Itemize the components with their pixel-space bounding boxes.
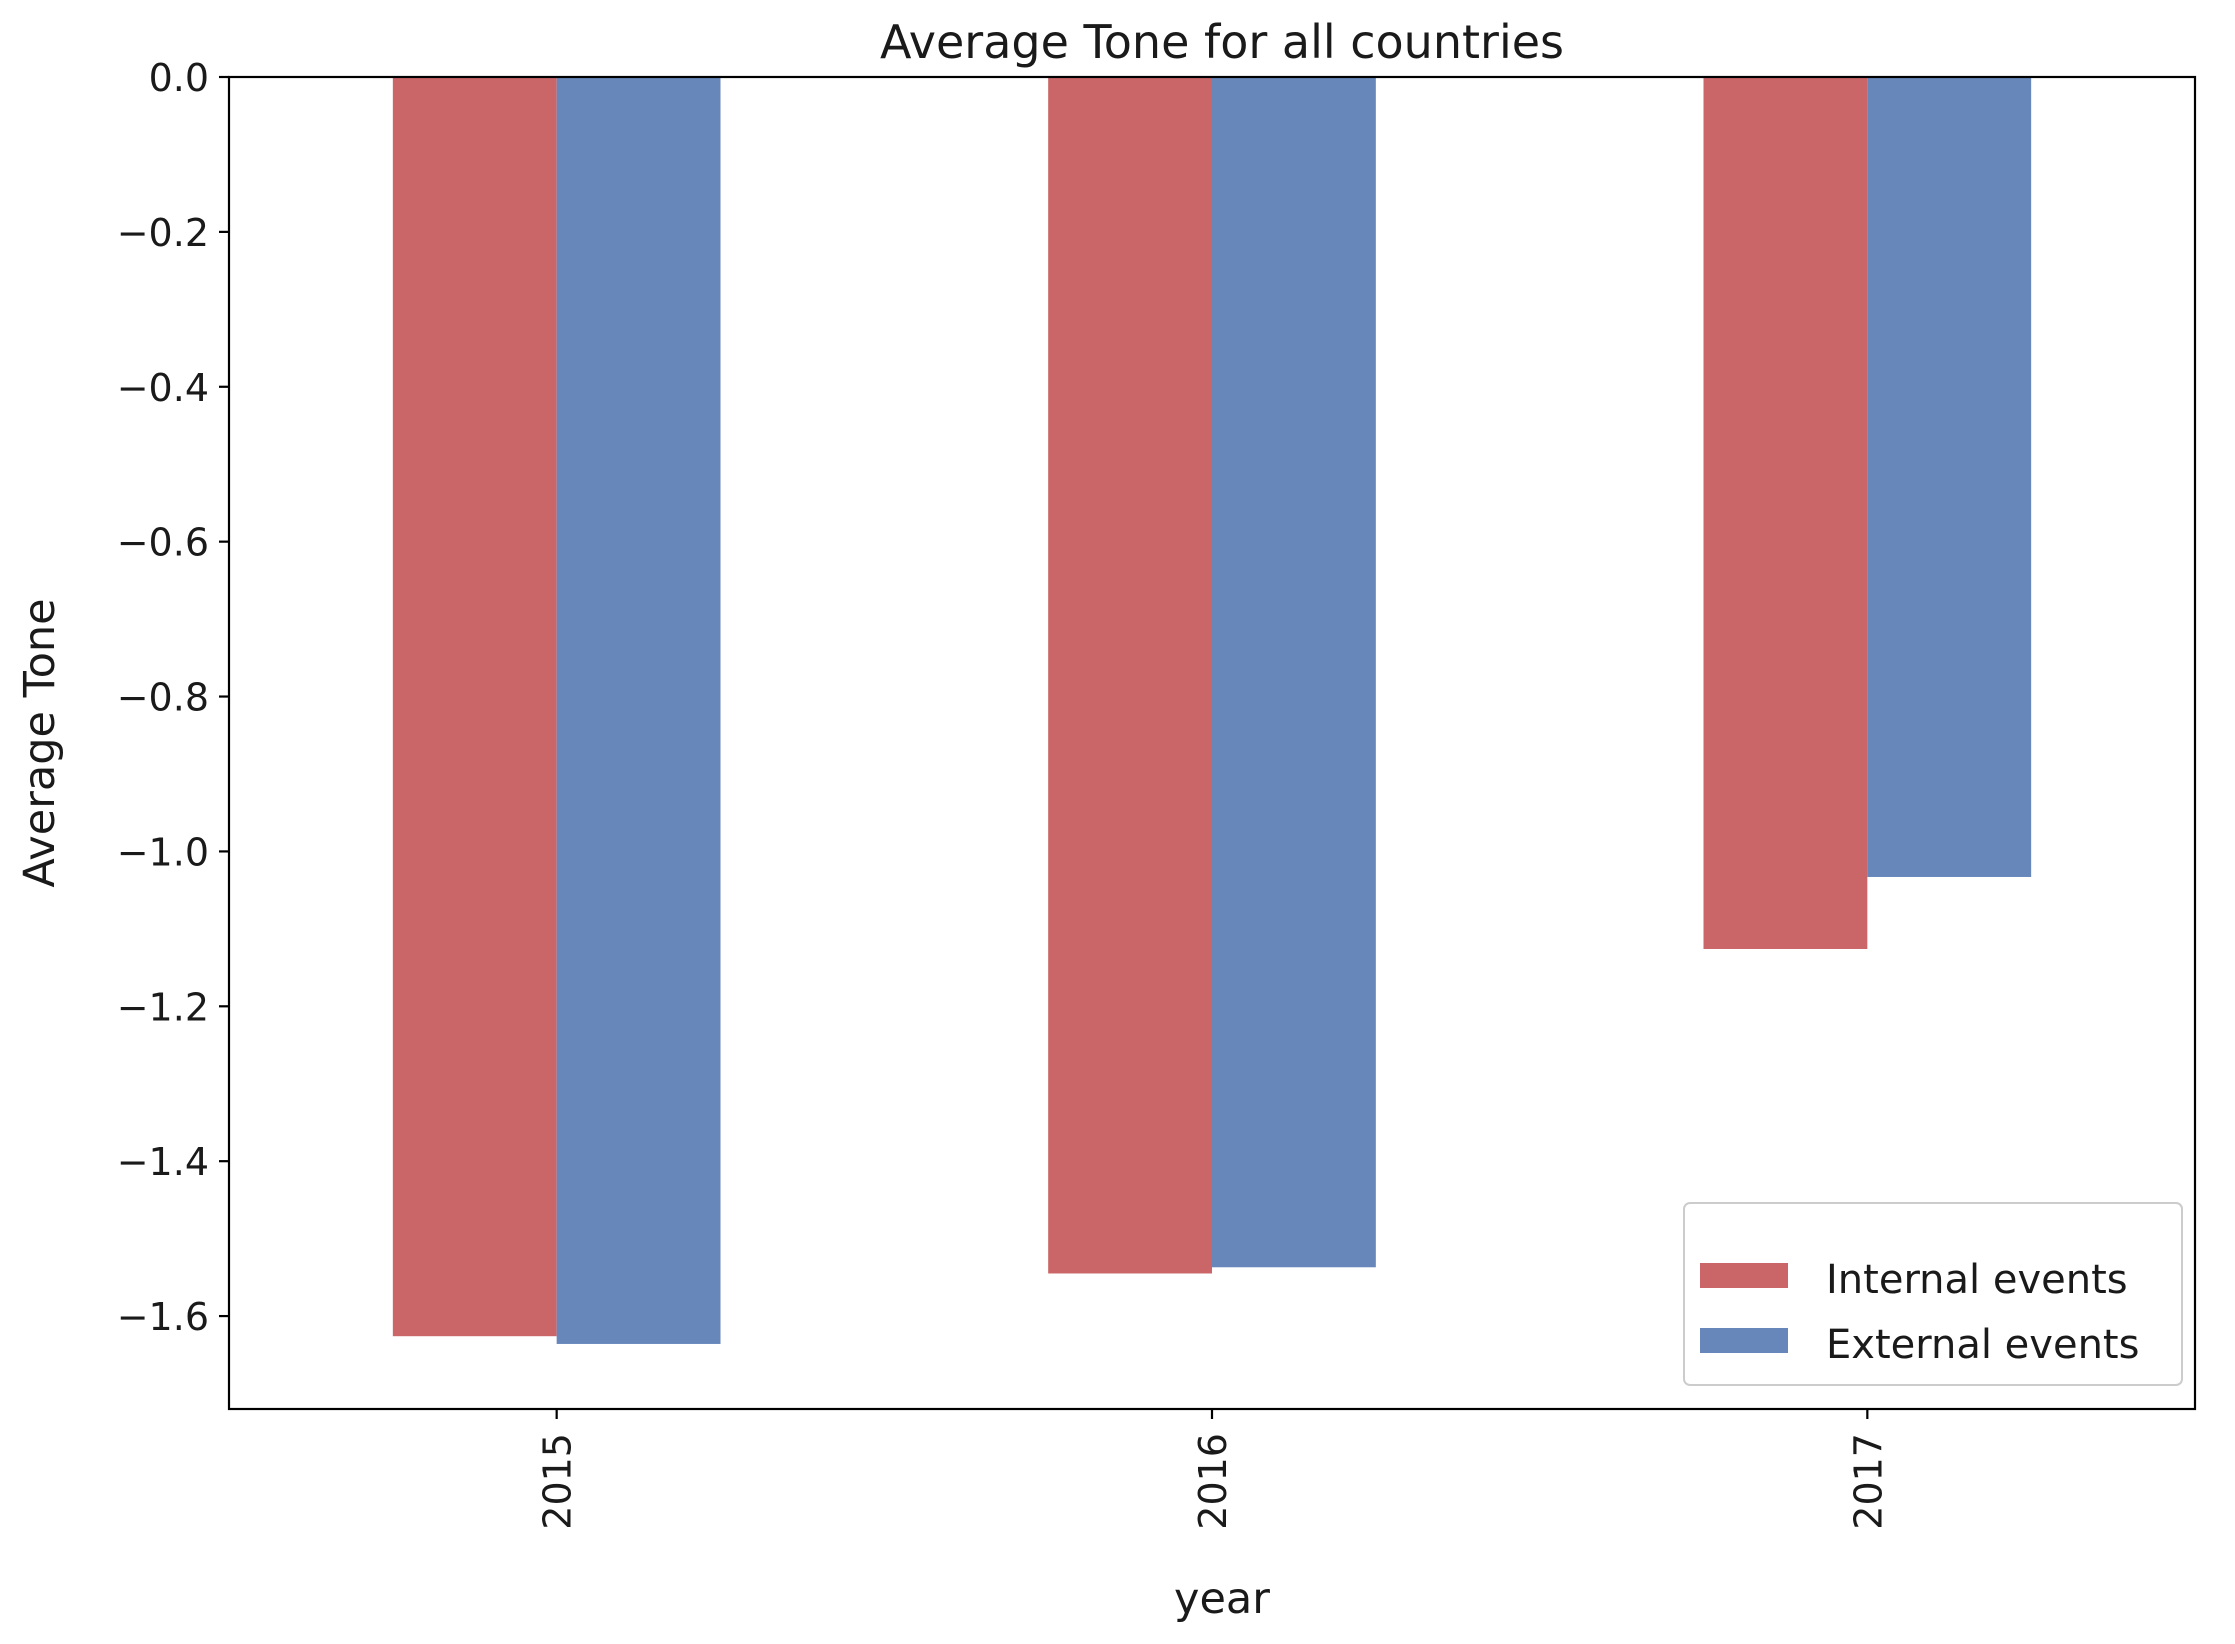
- legend-frame: [1683, 1202, 2183, 1386]
- x-tick-label: 2016: [1191, 1433, 1235, 1530]
- plot-frame: [227, 75, 2197, 1411]
- y-tick-label: −1.6: [117, 1295, 209, 1339]
- y-tick-label: 0.0: [149, 56, 209, 100]
- y-tick-label: −0.6: [117, 521, 209, 565]
- x-axis-label: year: [1174, 1574, 1270, 1624]
- chart-title: Average Tone for all countries: [880, 15, 1564, 69]
- legend-label-internal: Internal events: [1826, 1257, 2128, 1303]
- y-axis-ticks: 0.0 −0.2 −0.4 −0.6 −0.8 −1.0 −1.2 −1.4 −1.6: [117, 56, 229, 1339]
- y-tick-label: −0.8: [117, 676, 209, 720]
- x-tick-label: 2017: [1846, 1433, 1890, 1530]
- y-axis-label: Average Tone: [15, 598, 65, 887]
- bar-internal-2015: [392, 77, 557, 1337]
- bar-external-2017: [1867, 77, 2032, 877]
- legend-swatch-external: [1700, 1328, 1788, 1353]
- legend: Internal events External events: [1683, 1202, 2183, 1386]
- bar-external-2015: [556, 77, 721, 1344]
- legend-label-external: External events: [1826, 1322, 2139, 1368]
- x-tick-label: 2015: [536, 1433, 580, 1530]
- y-tick-label: −1.4: [117, 1140, 209, 1184]
- bars-layer: [392, 77, 2032, 1344]
- bar-external-2016: [1212, 77, 1376, 1268]
- x-axis-ticks: 2015 2016 2017: [536, 1409, 1890, 1530]
- bar-internal-2017: [1703, 77, 1868, 949]
- y-tick-label: −1.2: [117, 985, 209, 1029]
- y-tick-label: −1.0: [117, 830, 209, 874]
- y-tick-label: −0.2: [117, 211, 209, 255]
- y-tick-label: −0.4: [117, 366, 209, 410]
- bar-internal-2016: [1048, 77, 1212, 1274]
- legend-swatch-internal: [1700, 1263, 1788, 1288]
